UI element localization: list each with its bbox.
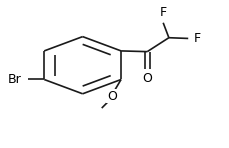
Text: O: O: [142, 72, 152, 85]
Text: F: F: [194, 32, 201, 45]
Text: O: O: [107, 90, 117, 103]
Text: F: F: [160, 6, 167, 19]
Text: Br: Br: [8, 73, 22, 86]
